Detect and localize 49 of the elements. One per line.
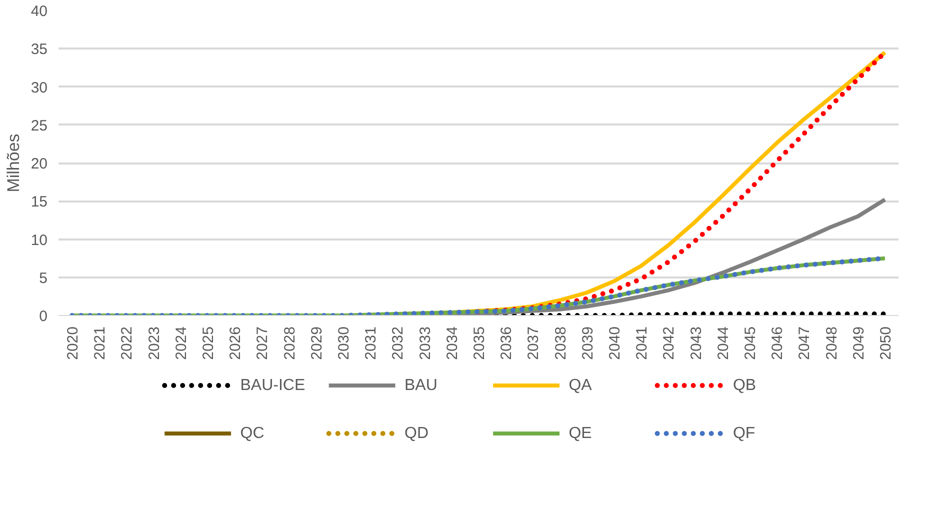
x-tick-label: 2031 [362,326,380,360]
x-tick-label: 2032 [390,326,407,360]
y-tick-label: 0 [39,308,48,325]
x-tick-label: 2023 [146,326,163,360]
x-tick-label: 2040 [606,326,624,360]
x-tick-label: 2026 [227,326,244,360]
x-tick-label: 2033 [416,326,434,360]
x-tick-label: 2044 [714,326,732,360]
x-tick-label: 2045 [742,326,759,360]
x-tick-label: 2037 [525,326,542,360]
x-tick-label: 2036 [498,326,516,360]
y-axis-title: Milhões [4,134,23,192]
y-tick-label: 40 [30,3,48,20]
y-tick-label: 35 [30,41,48,58]
legend-label: QB [732,377,756,394]
legend-label: QE [568,425,592,442]
y-tick-label: 5 [39,270,48,287]
legend-label: QC [240,425,264,442]
y-tick-label: 10 [30,232,48,249]
x-tick-label: 2034 [444,326,461,360]
x-tick-label: 2024 [172,326,190,360]
y-tick-label: 15 [30,194,48,211]
x-tick-label: 2041 [634,326,651,360]
x-tick-label: 2039 [579,326,596,360]
legend-label: QD [404,425,428,442]
x-tick-label: 2035 [471,326,488,360]
legend-label: QF [732,425,756,442]
x-tick-label: 2046 [769,326,786,360]
y-tick-label: 20 [30,156,48,172]
x-tick-label: 2050 [877,326,894,360]
legend-label: QA [568,377,592,394]
x-tick-label: 2020 [64,326,82,360]
x-tick-label: 2022 [118,326,136,360]
x-tick-label: 2048 [823,326,840,360]
x-tick-label: 2047 [796,326,814,360]
x-tick-label: 2028 [281,326,298,360]
x-tick-label: 2021 [92,326,109,360]
x-tick-label: 2029 [308,326,326,360]
x-tick-label: 2025 [200,326,218,360]
x-tick-label: 2042 [660,326,678,360]
legend-label: BAU-ICE [240,377,306,394]
legend-label: BAU [404,377,438,394]
x-tick-label: 2027 [254,326,272,360]
x-tick-label: 2049 [850,326,868,360]
x-tick-label: 2043 [688,326,705,360]
y-tick-label: 25 [30,117,48,134]
x-tick-label: 2038 [552,326,570,360]
x-tick-label: 2030 [336,326,353,360]
y-tick-label: 30 [30,79,48,96]
